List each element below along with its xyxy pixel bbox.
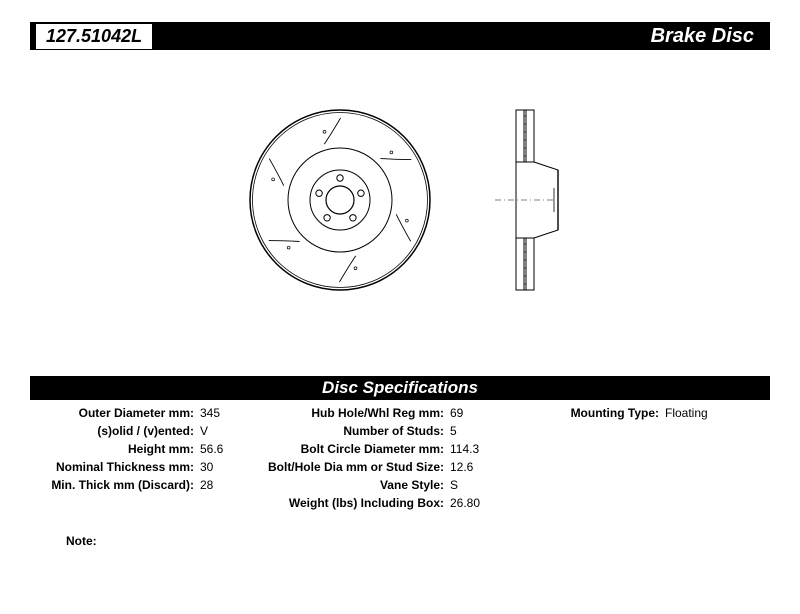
spec-value: 114.3	[450, 442, 510, 456]
spec-label: Mounting Type:	[510, 406, 665, 420]
spec-value: Floating	[665, 406, 745, 420]
spec-label: (s)olid / (v)ented:	[30, 424, 200, 438]
diagram-area	[0, 70, 800, 330]
header-bar: 127.51042L Brake Disc	[30, 22, 770, 50]
spec-label: Outer Diameter mm:	[30, 406, 200, 420]
spec-label: Bolt Circle Diameter mm:	[260, 442, 450, 456]
spec-value: 56.6	[200, 442, 260, 456]
spec-header: Disc Specifications	[30, 376, 770, 400]
disc-side-diagram	[490, 100, 560, 300]
spec-label: Hub Hole/Whl Reg mm:	[260, 406, 450, 420]
spec-value: S	[450, 478, 510, 492]
spec-label: Bolt/Hole Dia mm or Stud Size:	[260, 460, 450, 474]
product-type: Brake Disc	[651, 25, 760, 48]
part-number: 127.51042L	[36, 24, 152, 49]
spec-value: 26.80	[450, 496, 510, 510]
spec-label: Min. Thick mm (Discard):	[30, 478, 200, 492]
spec-label: Weight (lbs) Including Box:	[260, 496, 450, 510]
spec-value: 5	[450, 424, 510, 438]
spec-value: 345	[200, 406, 260, 420]
spec-value: 30	[200, 460, 260, 474]
spec-value: 12.6	[450, 460, 510, 474]
spec-value: V	[200, 424, 260, 438]
spec-value: 28	[200, 478, 260, 492]
spec-value: 69	[450, 406, 510, 420]
note-label: Note:	[30, 534, 97, 548]
disc-front-diagram	[240, 100, 440, 300]
spec-label: Nominal Thickness mm:	[30, 460, 200, 474]
spec-label: Number of Studs:	[260, 424, 450, 438]
spec-label: Vane Style:	[260, 478, 450, 492]
spec-grid: Outer Diameter mm: 345 Hub Hole/Whl Reg …	[30, 404, 770, 512]
spec-label: Height mm:	[30, 442, 200, 456]
